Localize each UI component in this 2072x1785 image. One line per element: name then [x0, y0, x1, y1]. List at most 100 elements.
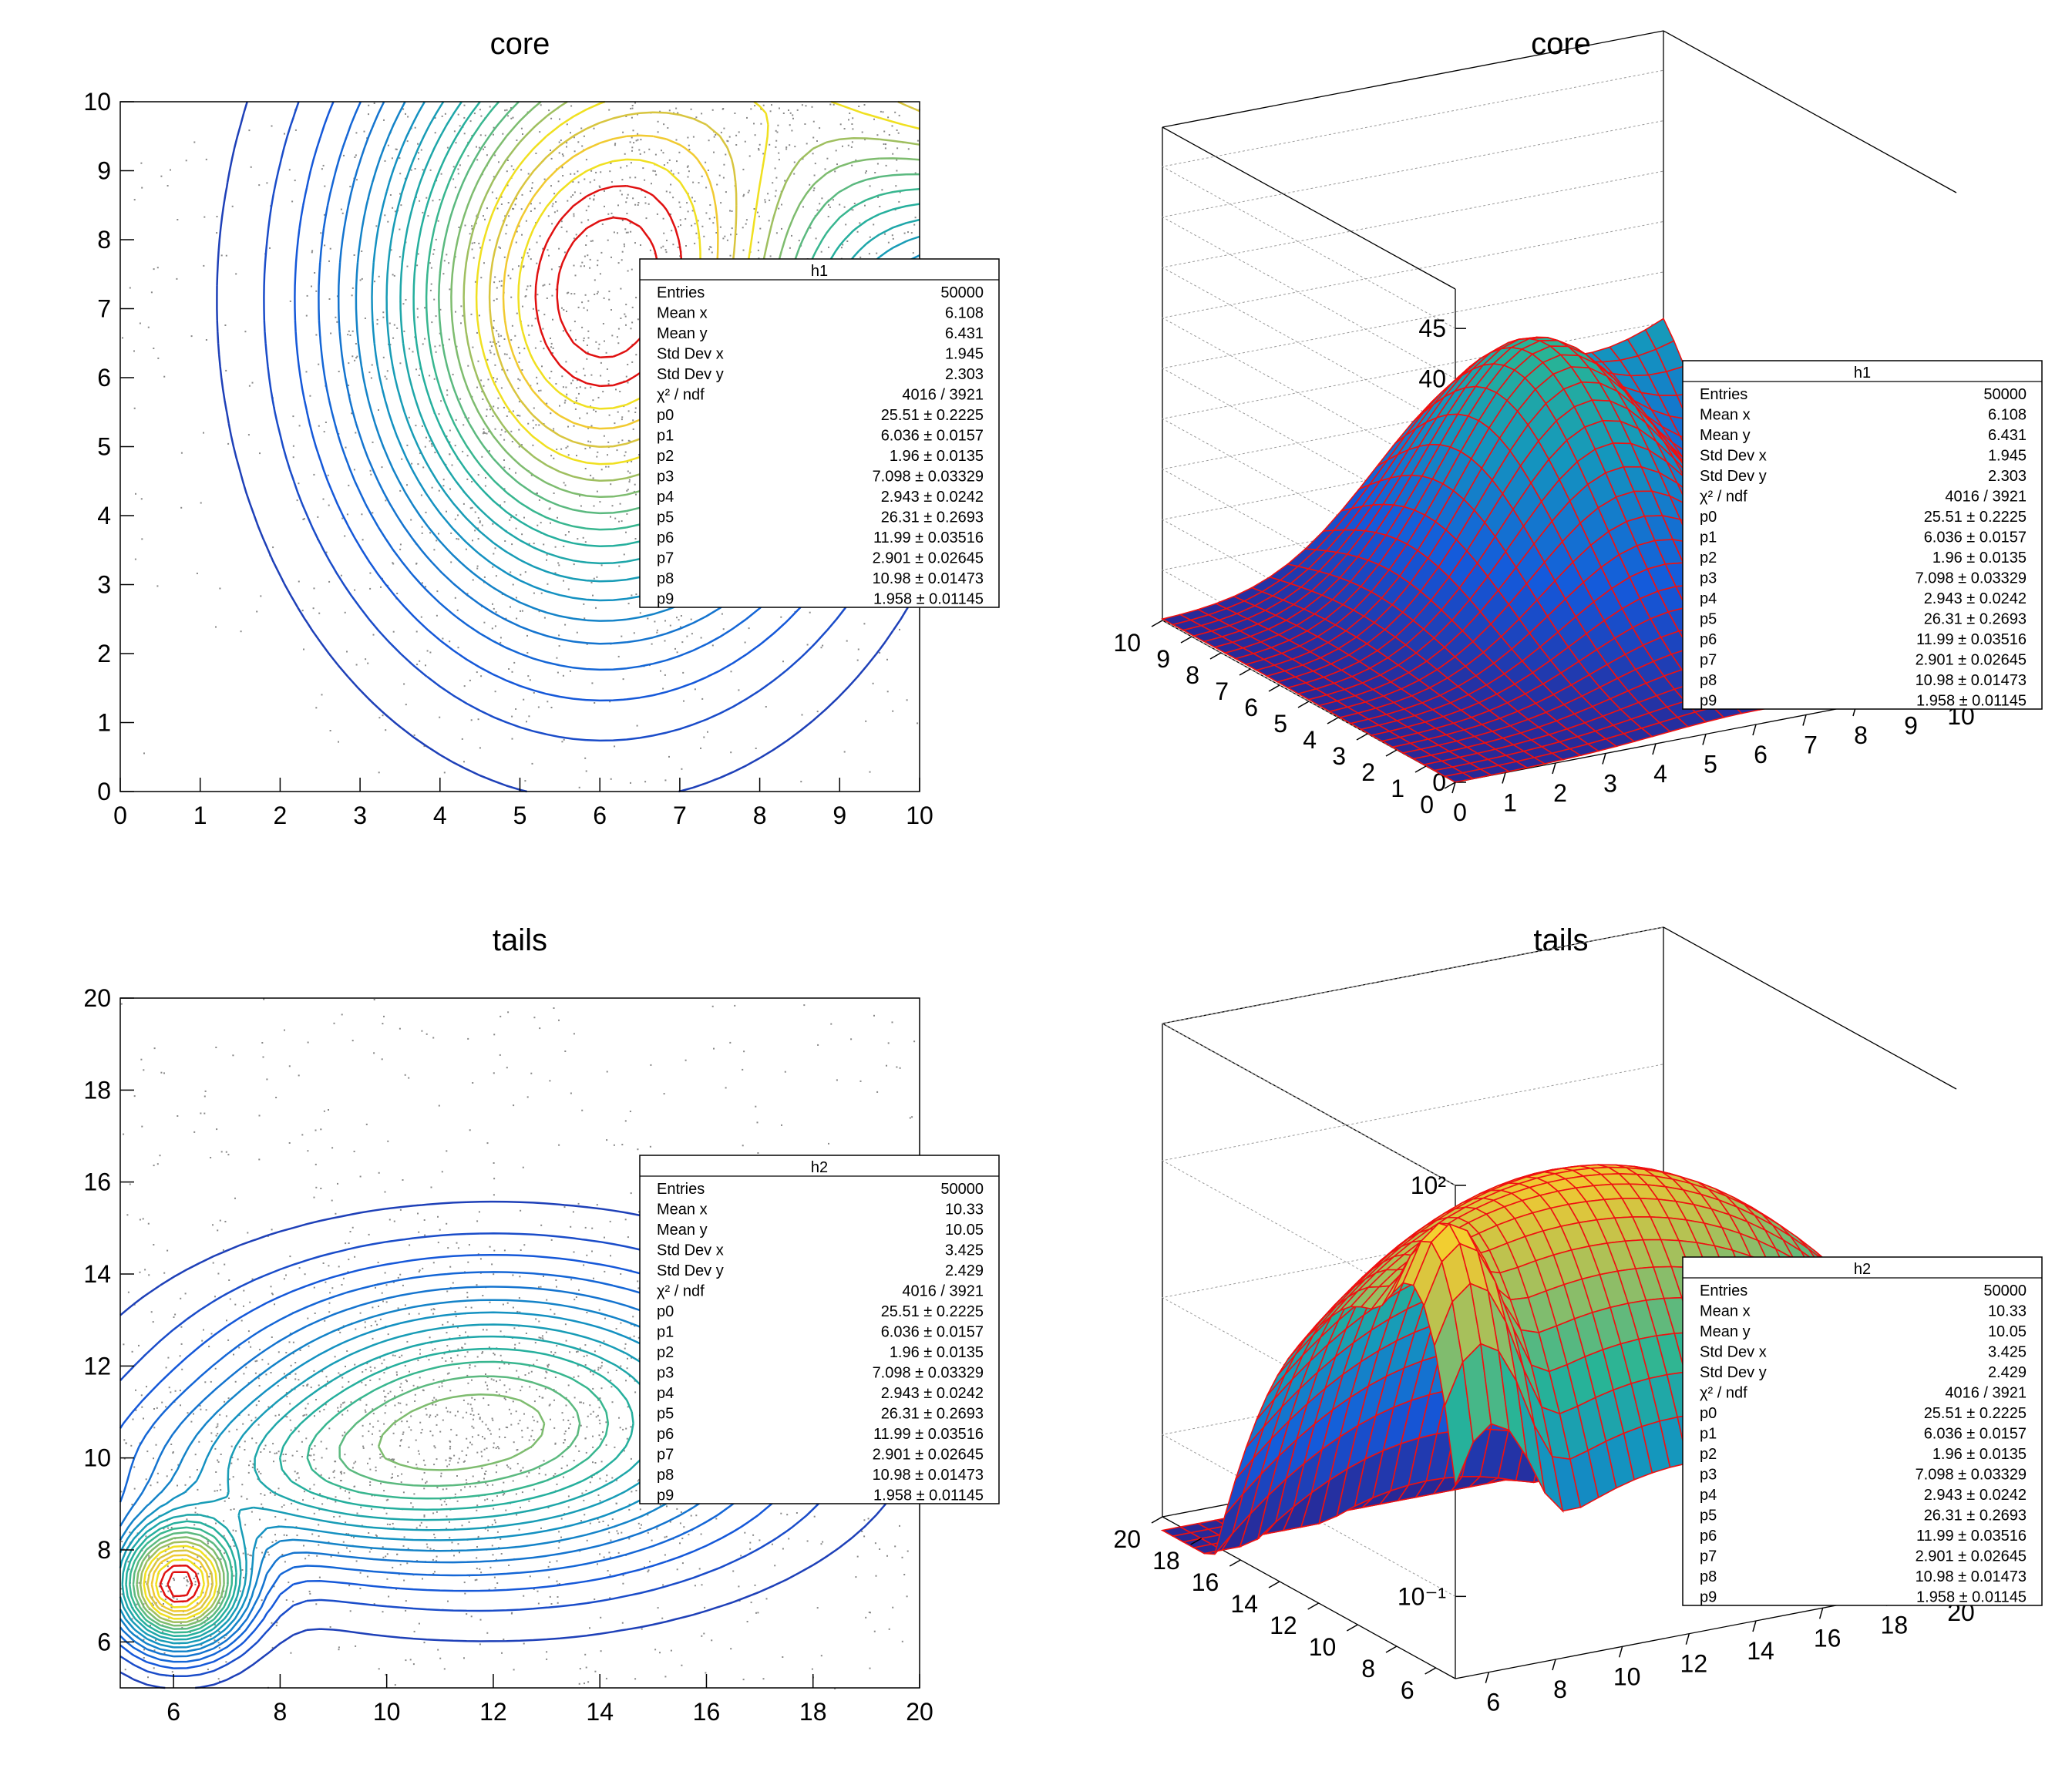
scatter-point — [713, 217, 715, 219]
scatter-point — [421, 1428, 423, 1430]
scatter-point — [703, 736, 705, 738]
scatter-point — [460, 322, 462, 324]
scatter-point — [729, 254, 732, 257]
scatter-point — [917, 722, 919, 724]
scatter-point — [758, 149, 760, 151]
scatter-point — [603, 297, 605, 299]
scatter-point — [577, 1364, 579, 1366]
scatter-point — [622, 1575, 624, 1577]
scatter-point — [464, 1343, 466, 1345]
scatter-point — [624, 451, 627, 453]
scatter-point — [576, 387, 578, 389]
scatter-point — [325, 1281, 327, 1283]
scatter-point — [585, 1490, 587, 1491]
scatter-point — [251, 1420, 253, 1422]
scatter-point — [223, 1535, 225, 1537]
scatter-point — [478, 242, 480, 244]
scatter-point — [385, 1499, 388, 1501]
scatter-point — [530, 210, 532, 212]
scatter-point — [631, 268, 633, 271]
scatter-point — [561, 741, 563, 743]
x-tick-label: 7 — [1804, 731, 1818, 759]
scatter-point — [664, 620, 666, 622]
scatter-point — [691, 210, 694, 212]
scatter-point — [341, 1377, 344, 1379]
scatter-point — [664, 674, 666, 676]
scatter-point — [557, 671, 559, 674]
scatter-point — [513, 1327, 516, 1330]
scatter-point — [629, 472, 631, 474]
scatter-point — [580, 265, 582, 267]
scatter-point — [486, 1484, 489, 1487]
scatter-point — [291, 200, 294, 203]
scatter-point — [446, 389, 449, 392]
scatter-point — [247, 1414, 250, 1416]
scatter-point — [453, 1454, 456, 1457]
scatter-point — [724, 235, 726, 237]
scatter-point — [486, 154, 488, 156]
x-tick-label: 8 — [1854, 721, 1868, 749]
scatter-point — [500, 1354, 502, 1356]
scatter-point — [631, 594, 633, 597]
scatter-point — [462, 1461, 465, 1463]
scatter-point — [595, 607, 597, 609]
scatter-point — [538, 1467, 540, 1470]
scatter-point — [573, 1376, 575, 1378]
scatter-point — [156, 585, 159, 587]
scatter-point — [535, 153, 537, 154]
scatter-point — [426, 1033, 428, 1035]
scatter-point — [618, 565, 621, 567]
scatter-point — [503, 459, 505, 461]
scatter-point — [157, 357, 160, 359]
scatter-point — [471, 1397, 473, 1399]
scatter-point — [298, 1477, 300, 1479]
scatter-point — [828, 203, 830, 206]
scatter-point — [534, 318, 536, 320]
scatter-point — [562, 386, 564, 388]
scatter-point — [355, 132, 358, 134]
scatter-point — [304, 1273, 306, 1276]
scatter-point — [243, 1576, 244, 1578]
scatter-point — [498, 335, 500, 338]
scatter-point — [292, 415, 294, 418]
chart-title: core — [490, 27, 550, 61]
scatter-point — [550, 455, 553, 457]
scatter-point — [346, 650, 348, 653]
scatter-point — [364, 1409, 366, 1411]
scatter-point — [138, 1344, 140, 1346]
scatter-point — [554, 572, 557, 574]
scatter-point — [361, 250, 363, 252]
scatter-point — [399, 173, 402, 175]
scatter-point — [322, 1262, 325, 1264]
scatter-point — [789, 247, 791, 249]
scatter-point — [520, 573, 522, 576]
stats-label: p8 — [1700, 672, 1717, 689]
scatter-point — [600, 1438, 602, 1440]
scatter-point — [166, 185, 169, 187]
scatter-point — [742, 1679, 745, 1681]
scatter-point — [600, 1650, 602, 1652]
scatter-point — [485, 477, 486, 479]
scatter-point — [486, 1142, 489, 1145]
scatter-point — [610, 309, 612, 311]
scatter-point — [576, 631, 578, 634]
scatter-point — [757, 1152, 759, 1154]
scatter-point — [461, 1524, 463, 1527]
scatter-point — [522, 305, 523, 308]
scatter-point — [537, 706, 540, 708]
scatter-point — [422, 211, 424, 213]
scatter-point — [405, 704, 407, 706]
scatter-point — [240, 1590, 242, 1592]
scatter-point — [562, 155, 564, 157]
scatter-point — [494, 625, 496, 627]
scatter-point — [243, 1373, 245, 1375]
scatter-point — [642, 167, 644, 170]
scatter-point — [493, 1442, 495, 1444]
scatter-point — [274, 1452, 276, 1454]
scatter-point — [395, 148, 398, 150]
scatter-point — [626, 1367, 628, 1370]
scatter-point — [701, 113, 703, 115]
scatter-point — [477, 360, 479, 362]
scatter-point — [519, 415, 521, 417]
scatter-point — [153, 1408, 155, 1410]
